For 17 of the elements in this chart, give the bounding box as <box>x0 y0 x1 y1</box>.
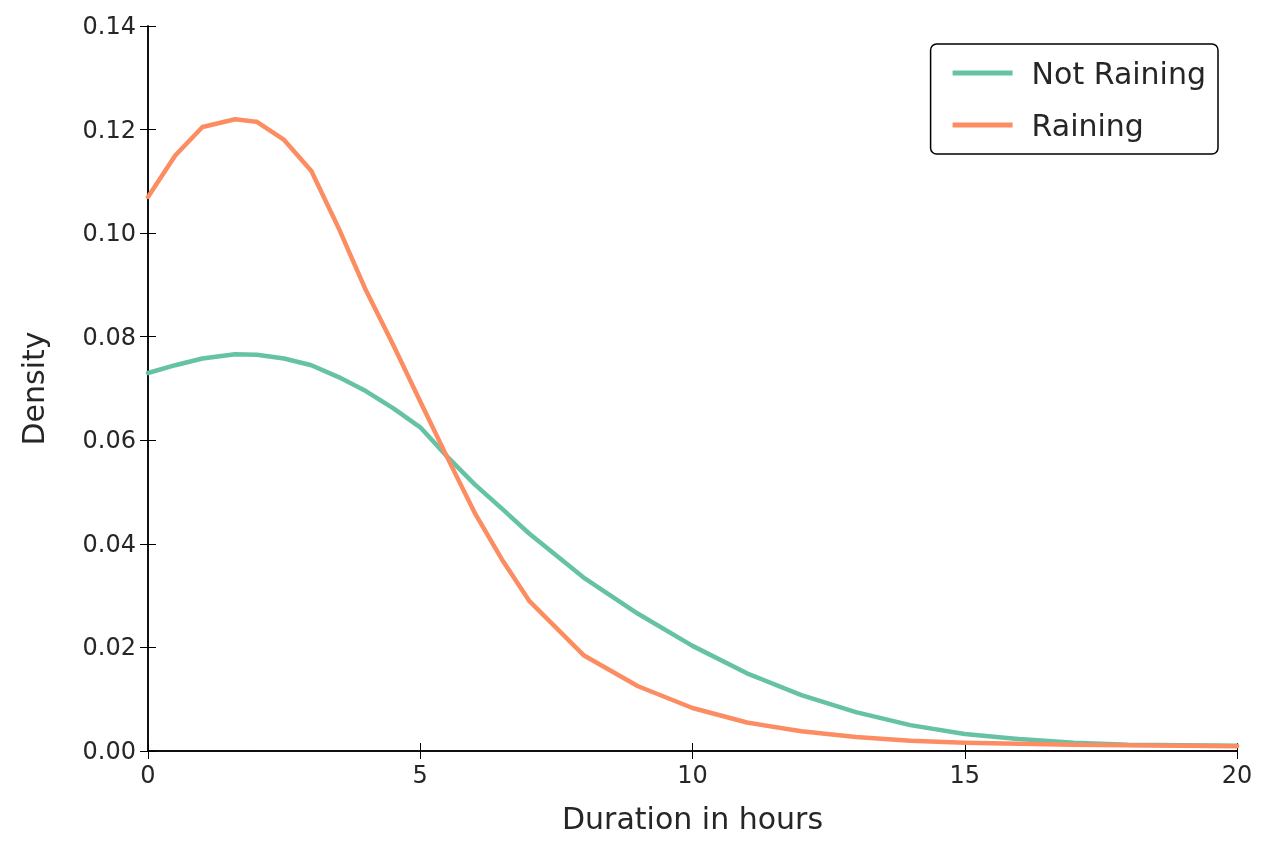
y-tick-label: 0.10 <box>82 219 136 248</box>
x-tick-label: 10 <box>677 761 708 789</box>
y-tick-label: 0.12 <box>82 115 136 144</box>
x-tick-label: 15 <box>949 761 981 789</box>
legend-label: Not Raining <box>1031 55 1206 91</box>
x-tick-label: 0 <box>140 761 156 789</box>
y-tick-label: 0.00 <box>82 737 136 765</box>
y-tick-label: 0.04 <box>82 529 136 558</box>
x-axis-title: Duration in hours <box>561 800 824 836</box>
y-tick-label: 0.08 <box>82 322 136 351</box>
y-tick-label: 0.02 <box>82 633 136 662</box>
y-tick-label: 0.06 <box>82 426 136 455</box>
legend-label: Raining <box>1031 107 1144 143</box>
x-tick-label: 5 <box>412 761 428 789</box>
y-axis-title: Density <box>15 331 51 446</box>
y-tick-label: 0.14 <box>82 12 136 40</box>
x-tick-label: 20 <box>1221 761 1253 789</box>
